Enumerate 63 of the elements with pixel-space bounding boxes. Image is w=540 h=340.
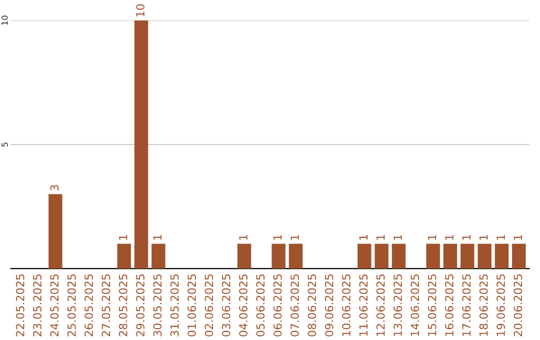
data-label: 1 xyxy=(153,234,162,240)
x-tick-label: 30.05.2025 xyxy=(153,274,162,336)
data-label: 3 xyxy=(50,185,59,191)
bar xyxy=(512,244,526,269)
bar xyxy=(478,244,492,269)
x-tick-label: 09.06.2025 xyxy=(324,274,334,336)
data-label: 1 xyxy=(290,234,299,240)
bar xyxy=(48,194,62,269)
x-tick-label: 12.06.2025 xyxy=(376,274,385,336)
bar xyxy=(117,244,131,269)
x-tick-label: 13.06.2025 xyxy=(394,274,402,336)
data-label: 1 xyxy=(239,234,248,240)
data-label: 1 xyxy=(514,234,522,240)
bar xyxy=(460,244,474,269)
data-label: 1 xyxy=(359,234,368,240)
bar xyxy=(237,244,252,269)
bar xyxy=(443,244,458,269)
bar xyxy=(392,244,406,269)
data-label: 1 xyxy=(496,234,505,240)
data-label: 10 xyxy=(136,4,144,16)
x-tick-label: 26.05.2025 xyxy=(84,274,93,336)
x-tick-label: 22.05.2025 xyxy=(16,274,24,336)
data-label: 1 xyxy=(274,234,282,240)
data-label: 1 xyxy=(480,234,488,240)
x-tick-label: 07.06.2025 xyxy=(290,274,299,336)
data-label: 1 xyxy=(394,234,402,240)
x-tick-label: 14.06.2025 xyxy=(410,274,420,336)
y-tick-label: 5 xyxy=(2,142,8,147)
x-tick-label: 29.05.2025 xyxy=(136,274,144,336)
x-tick-label: 28.05.2025 xyxy=(118,274,128,336)
x-tick-label: 27.05.2025 xyxy=(102,274,110,336)
data-label: 1 xyxy=(428,234,436,240)
bar xyxy=(152,244,166,269)
x-tick-label: 23.05.2025 xyxy=(33,274,42,336)
x-tick-label: 17.06.2025 xyxy=(462,274,471,336)
x-tick-label: 11.06.2025 xyxy=(359,274,368,336)
x-tick-label: 02.06.2025 xyxy=(204,274,214,336)
bar xyxy=(494,244,509,269)
x-tick-label: 20.06.2025 xyxy=(514,274,522,336)
x-tick-label: 10.06.2025 xyxy=(342,274,350,336)
bar xyxy=(272,244,286,269)
x-tick-label: 01.06.2025 xyxy=(188,274,196,336)
x-tick-label: 08.06.2025 xyxy=(308,274,316,336)
x-tick-label: 03.06.2025 xyxy=(222,274,230,336)
x-tick-label: 16.06.2025 xyxy=(445,274,454,336)
x-tick-label: 19.06.2025 xyxy=(496,274,505,336)
data-label: 1 xyxy=(376,234,385,240)
x-tick-label: 18.06.2025 xyxy=(479,274,488,336)
data-label: 1 xyxy=(462,234,470,240)
x-tick-label: 15.06.2025 xyxy=(428,274,436,336)
bar xyxy=(288,244,303,269)
x-tick-label: 24.05.2025 xyxy=(50,274,59,336)
x-tick-label: 06.06.2025 xyxy=(273,274,282,336)
bar xyxy=(426,244,440,269)
bar xyxy=(374,244,388,269)
x-tick-label: 31.05.2025 xyxy=(170,274,179,336)
data-label: 1 xyxy=(445,234,454,240)
bar xyxy=(358,244,372,269)
x-tick-label: 25.05.2025 xyxy=(67,274,76,336)
x-tick-label: 04.06.2025 xyxy=(239,274,248,336)
data-label: 1 xyxy=(119,234,128,240)
bar xyxy=(134,20,148,269)
x-tick-label: 05.06.2025 xyxy=(256,274,265,336)
